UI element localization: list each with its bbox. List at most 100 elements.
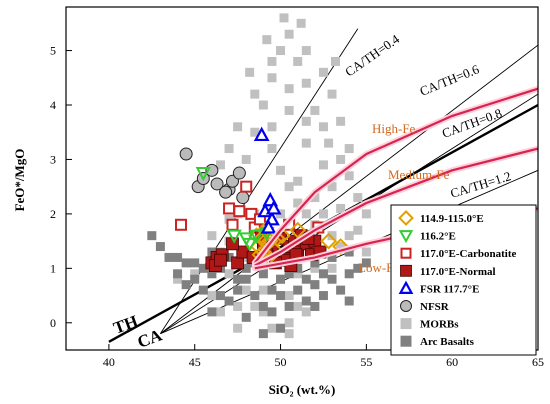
point-morbs-85 [324, 138, 334, 148]
point-morbs-42 [207, 291, 217, 301]
point-morbs-41 [224, 269, 234, 279]
point-arc-basalts-46 [276, 323, 286, 333]
point-morbs-10 [284, 29, 294, 39]
y-tick-label-2: 2 [50, 207, 56, 221]
point-morbs-12 [301, 78, 311, 88]
y-tick-label-3: 3 [50, 152, 56, 166]
point-morbs-20 [267, 144, 277, 154]
point-arc-basalts-37 [284, 269, 294, 279]
point-arc-basalts-36 [267, 285, 277, 295]
point-arc-basalts-8 [241, 274, 251, 284]
point-morbs-22 [284, 182, 294, 192]
x-axis-title: SiO₂ (wt.%) [269, 382, 336, 397]
point-morbs-51 [318, 160, 328, 170]
point-arc-basalts-16 [310, 280, 320, 290]
point-fsr-117-7-e-5 [260, 219, 277, 234]
point-arc-basalts-44 [181, 258, 191, 268]
plot-frame [65, 6, 539, 351]
point-morbs-83 [215, 307, 225, 317]
point-morbs-81 [284, 329, 294, 339]
point-117-0-e-carbonatite-8 [233, 205, 246, 218]
point-morbs-13 [310, 105, 320, 115]
point-arc-basalts-11 [267, 307, 277, 317]
point-fsr-117-7-e-0 [253, 126, 270, 142]
point-morbs-49 [284, 105, 294, 115]
point-morbs-61 [293, 176, 303, 186]
point-arc-basalts-27 [224, 252, 234, 262]
point-arc-basalts-45 [164, 252, 174, 262]
point-arc-basalts-34 [344, 247, 354, 257]
point-morbs-37 [301, 307, 311, 317]
point-arc-basalts-23 [155, 242, 165, 252]
point-morbs-50 [301, 138, 311, 148]
point-morbs-82 [233, 323, 243, 333]
point-morbs-74 [353, 225, 363, 235]
legend-label-arc-basalts: Arc Basalts [420, 336, 475, 348]
point-morbs-54 [284, 84, 294, 94]
y-tick-label-5: 5 [50, 44, 56, 58]
legend-marker-nfsr [400, 300, 412, 312]
point-arc-basalts-30 [276, 274, 286, 284]
legend-marker-fsr-117-7-e [398, 280, 414, 294]
point-morbs-79 [250, 301, 260, 311]
point-117-0-e-carbonatite-2 [226, 218, 239, 231]
point-arc-basalts-9 [250, 291, 260, 301]
x-tick-label-40: 40 [103, 355, 115, 369]
reference-line-2 [160, 44, 538, 335]
point-morbs-23 [293, 198, 303, 208]
point-morbs-40 [241, 285, 251, 295]
point-morbs-31 [327, 231, 337, 241]
point-fsr-117-7-e-4 [265, 200, 282, 215]
legend-items: 114.9-115.0°E 116.2°E 117.0°E-Carbonatite 1… [398, 210, 516, 348]
point-arc-basalts-1 [181, 280, 191, 290]
point-morbs-8 [267, 73, 277, 83]
point-morbs-62 [310, 193, 320, 203]
x-tick-label-55: 55 [360, 355, 372, 369]
point-arc-basalts-48 [310, 301, 320, 311]
point-morbs-72 [318, 209, 328, 219]
point-morbs-57 [233, 122, 243, 132]
point-arc-basalts-31 [293, 263, 303, 273]
point-arc-basalts-39 [318, 269, 328, 279]
point-arc-basalts-33 [327, 252, 337, 262]
point-116-2-e-3 [248, 229, 265, 244]
legend-marker-morbs [400, 318, 412, 330]
point-morbs-87 [262, 35, 272, 45]
point-arc-basalts-41 [233, 274, 243, 284]
point-morbs-59 [215, 160, 225, 170]
point-arc-basalts-10 [258, 301, 268, 311]
legend-label-117-0-e-normal: 117.0°E-Normal [420, 266, 496, 278]
point-morbs-43 [233, 301, 243, 311]
point-morbs-58 [224, 144, 234, 154]
point-116-2-e-4 [241, 237, 258, 252]
curve-medium-fe [254, 147, 538, 267]
point-nfsr-4 [210, 177, 224, 191]
y-tick-label-0: 0 [50, 316, 56, 330]
legend-marker-114-9-115-0-e [398, 210, 414, 226]
point-arc-basalts-5 [215, 291, 225, 301]
point-arc-basalts-13 [284, 301, 294, 311]
point-morbs-44 [190, 269, 200, 279]
point-arc-basalts-38 [301, 274, 311, 284]
legend-label-nfsr: NFSR [420, 301, 450, 313]
point-morbs-55 [301, 46, 311, 56]
point-arc-basalts-24 [173, 252, 183, 262]
point-arc-basalts-18 [327, 274, 337, 284]
point-morbs-78 [258, 285, 268, 295]
point-morbs-35 [284, 291, 294, 301]
point-morbs-17 [344, 171, 354, 181]
x-tick-label-45: 45 [189, 355, 201, 369]
point-morbs-80 [267, 323, 277, 333]
point-morbs-15 [327, 89, 337, 99]
point-arc-basalts-32 [310, 258, 320, 268]
legend-marker-116-2-e [398, 230, 414, 244]
legend-label-116-2-e: 116.2°E [420, 231, 456, 243]
point-morbs-19 [361, 209, 371, 219]
point-arc-basalts-47 [241, 312, 251, 322]
curve-high-fe [253, 87, 538, 264]
point-morbs-75 [361, 247, 371, 257]
point-morbs-24 [301, 209, 311, 219]
point-117-0-e-normal-25 [214, 253, 227, 267]
y-tick-label-1: 1 [50, 261, 56, 275]
point-arc-basalts-25 [190, 258, 200, 268]
